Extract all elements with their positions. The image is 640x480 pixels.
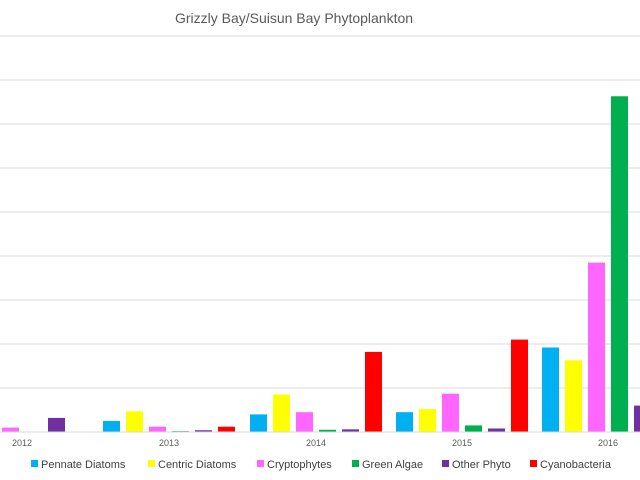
bar-pennate-diatoms-2016 — [542, 347, 559, 432]
bar-other-phyto-2013 — [195, 430, 212, 432]
legend-label: Cryptophytes — [267, 459, 332, 471]
bar-green-algae-2015 — [465, 425, 482, 432]
legend-label: Other Phyto — [452, 459, 511, 471]
legend-label: Centric Diatoms — [158, 459, 237, 471]
legend-item-cryptophytes: Cryptophytes — [257, 459, 332, 471]
legend-item-green-algae: Green Algae — [352, 459, 423, 471]
legend-swatch — [148, 460, 155, 467]
bar-other-phyto-2012 — [48, 417, 65, 432]
bar-cyanobacteria-2014 — [365, 351, 382, 432]
x-tick-labels: 2012 2013 2014 2015 2016 — [12, 438, 618, 448]
legend: Pennate Diatoms Centric Diatoms Cryptophyt… — [31, 459, 612, 471]
bar-pennate-diatoms-2014 — [250, 414, 267, 432]
legend-swatch — [352, 460, 359, 467]
bar-pennate-diatoms-2015 — [396, 412, 413, 432]
bar-centric-diatoms-2014 — [273, 394, 290, 432]
bar-green-algae-2016 — [611, 96, 628, 432]
x-tick-label-2014: 2014 — [306, 438, 326, 448]
x-tick-label-2015: 2015 — [452, 438, 472, 448]
legend-item-cyanobacteria: Cyanobacteria — [530, 459, 612, 471]
legend-item-pennate-diatoms: Pennate Diatoms — [31, 459, 126, 471]
bar-other-phyto-2015 — [488, 428, 505, 432]
bar-pennate-diatoms-2013 — [103, 421, 120, 432]
legend-label: Cyanobacteria — [540, 459, 612, 471]
x-tick-label-2016: 2016 — [598, 438, 618, 448]
bar-green-algae-2014 — [319, 429, 336, 432]
legend-swatch — [257, 460, 264, 467]
bar-cryptophytes-2014 — [296, 412, 313, 432]
legend-swatch — [530, 460, 537, 467]
bar-cryptophytes-2016 — [588, 262, 605, 432]
bar-other-phyto-2016 — [634, 405, 640, 432]
legend-label: Green Algae — [362, 459, 423, 471]
legend-label: Pennate Diatoms — [41, 459, 126, 471]
gridlines — [0, 35, 640, 389]
bar-cryptophytes-2013 — [149, 426, 166, 432]
bar-cryptophytes-2015 — [442, 393, 459, 432]
legend-swatch — [31, 460, 38, 467]
legend-swatch — [442, 460, 449, 467]
legend-item-other-phyto: Other Phyto — [442, 459, 511, 471]
bar-cryptophytes-2012 — [2, 427, 19, 432]
chart-title: Grizzly Bay/Suisun Bay Phytoplankton — [175, 10, 413, 26]
bar-centric-diatoms-2016 — [565, 360, 582, 432]
x-tick-label-2012: 2012 — [12, 438, 32, 448]
bar-cyanobacteria-2015 — [511, 339, 528, 432]
bar-cyanobacteria-2013 — [218, 426, 235, 432]
bars — [2, 96, 640, 432]
bar-centric-diatoms-2015 — [419, 409, 436, 432]
bar-centric-diatoms-2013 — [126, 411, 143, 432]
bar-other-phyto-2014 — [342, 429, 359, 432]
x-tick-label-2013: 2013 — [159, 438, 179, 448]
legend-item-centric-diatoms: Centric Diatoms — [148, 459, 237, 471]
